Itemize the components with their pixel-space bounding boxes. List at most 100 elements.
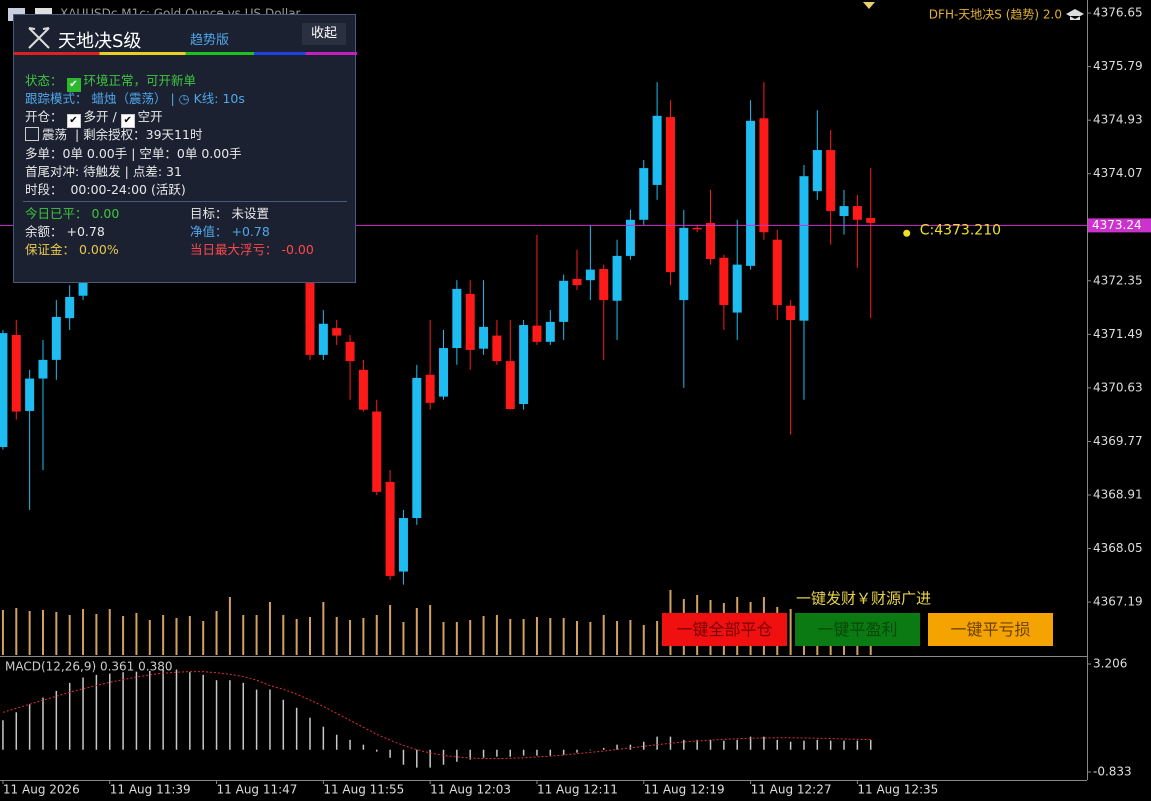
margin: 0.00% <box>79 242 119 257</box>
label: 状态： <box>25 73 63 88</box>
candle-body <box>665 117 675 273</box>
slogan: 一键发财￥财源广进 <box>796 590 931 608</box>
candle-body <box>385 481 395 576</box>
target: 未设置 <box>231 206 270 221</box>
y-tick-label: 4375.79 <box>1093 59 1143 73</box>
candle-body <box>759 118 769 233</box>
candle-body <box>479 326 489 349</box>
checkbox[interactable]: ✔ <box>120 114 135 128</box>
candle-body <box>532 325 542 342</box>
close-marker-label: C:4373.210 <box>920 222 1001 238</box>
candle-body <box>11 334 21 412</box>
label: 今日已平： <box>25 206 88 221</box>
label: 净值： <box>190 224 228 239</box>
logo-icon <box>28 27 50 49</box>
candle-body <box>826 150 836 212</box>
x-tick-label: 11 Aug 12:11 <box>537 783 618 797</box>
candle-body <box>452 288 462 349</box>
candle-body <box>332 328 342 336</box>
candle-body <box>559 280 569 322</box>
y-tick-label: 4371.49 <box>1093 327 1143 341</box>
license: | 剩余授权：39天11时 <box>74 127 203 142</box>
macd-title: MACD(12,26,9) 0.361 0.380 <box>5 660 172 674</box>
x-tick-label: 11 Aug 11:39 <box>110 783 191 797</box>
x-tick-label: 11 Aug 12:03 <box>430 783 511 797</box>
close-all-button[interactable]: 一键全部平仓 <box>662 613 787 646</box>
candle-body <box>65 296 75 319</box>
panel-header: 天地决S级 趋势版 收起 <box>14 15 355 53</box>
plot-layer: 4376.65 4375.79 4374.93 4374.07 4372.35 4371.… <box>0 6 1151 797</box>
label: 目标： <box>190 206 228 221</box>
close-loss-button[interactable]: 一键平亏损 <box>928 613 1053 646</box>
label: 余额： <box>25 224 63 239</box>
edition-link[interactable]: 趋势版 <box>190 33 230 48</box>
positions: 多单：0单 0.00手 | 空单：0单 0.00手 <box>25 146 242 161</box>
candle-body <box>706 222 716 260</box>
candle-body <box>345 341 355 362</box>
y-tick-label: 4376.65 <box>1093 6 1143 20</box>
candle-body <box>318 323 328 355</box>
x-tick-label: 11 Aug 12:27 <box>751 783 832 797</box>
candle-body <box>398 518 408 572</box>
candle-body <box>799 176 809 321</box>
signal-line <box>2 671 871 760</box>
y-tick-label: 4374.07 <box>1093 166 1143 180</box>
label: 开仓： <box>25 109 63 124</box>
y-tick-label: 4367.19 <box>1093 595 1143 609</box>
candle-body <box>866 217 876 223</box>
collapse-button[interactable]: 收起 <box>302 23 346 45</box>
hat-icon <box>1066 9 1084 20</box>
candle-body <box>51 316 61 360</box>
x-tick-label: 11 Aug 12:19 <box>644 783 725 797</box>
candle-body <box>519 325 529 405</box>
checkbox: ✔ <box>66 78 81 92</box>
candle-body <box>545 321 555 342</box>
period-marker <box>863 2 875 9</box>
divider <box>23 201 347 202</box>
range-mode: 震荡 <box>42 127 68 142</box>
short-open: 空开 <box>137 109 163 124</box>
candle-body <box>0 333 8 448</box>
y-tick-label: 3.206 <box>1093 657 1127 671</box>
balance: +0.78 <box>66 224 105 239</box>
equity: +0.78 <box>231 224 270 239</box>
y-tick-label: 4368.05 <box>1093 541 1143 555</box>
y-tick-label: 4368.91 <box>1093 487 1143 501</box>
y-tick-label: -0.833 <box>1093 765 1132 779</box>
x-tick-label: 11 Aug 11:55 <box>323 783 404 797</box>
max-loss: -0.00 <box>281 242 314 257</box>
candle-body <box>719 257 729 306</box>
candle-body <box>612 255 622 301</box>
candle-body <box>599 268 609 301</box>
indicator-label: DFH-天地决S (趋势) 2.0 <box>929 8 1062 22</box>
candle-body <box>585 269 595 281</box>
close-profit-button[interactable]: 一键平盈利 <box>795 613 920 646</box>
panel-title: 天地决S级 <box>58 31 142 52</box>
checkbox[interactable]: ✔ <box>66 114 81 128</box>
candle-body <box>732 264 742 313</box>
candle-body <box>692 227 702 230</box>
x-tick-label: 11 Aug 11:47 <box>217 783 298 797</box>
rainbow-bar <box>14 52 357 55</box>
x-tick-label: 11 Aug 2026 <box>3 783 80 797</box>
label: 保证金： <box>25 242 76 257</box>
candle-body <box>625 219 635 256</box>
long-open: 多开 / <box>83 109 117 124</box>
track-mode: 蜡烛（震荡） | <box>91 91 175 106</box>
candle-body <box>38 359 48 379</box>
candle-body <box>425 374 435 403</box>
checkbox[interactable] <box>25 127 39 141</box>
candle-body <box>572 278 582 286</box>
candle-body <box>746 120 756 266</box>
y-tick-label: 4370.63 <box>1093 380 1143 394</box>
clock-icon: ◷ <box>178 91 190 106</box>
candle-body <box>492 335 502 362</box>
closed: 0.00 <box>91 206 120 221</box>
candle-body <box>25 378 35 411</box>
close-marker <box>903 229 911 237</box>
candle-body <box>78 274 88 296</box>
candle-body <box>305 269 315 355</box>
kline: K线: 10s <box>193 91 245 106</box>
